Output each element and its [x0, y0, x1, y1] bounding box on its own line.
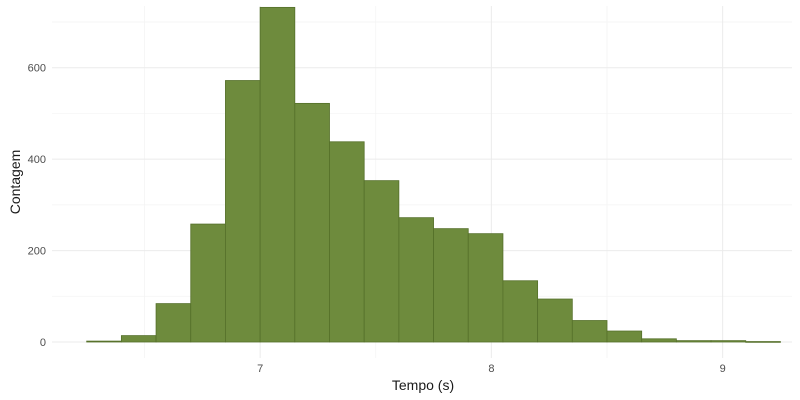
histogram-bar: [120, 335, 157, 343]
histogram-bar: [641, 338, 677, 343]
x-tick-label: 7: [257, 363, 263, 375]
histogram-bar: [363, 180, 400, 343]
histogram-bar: [571, 320, 608, 343]
x-tick-label: 8: [488, 363, 494, 375]
histogram-bar: [745, 341, 781, 343]
y-tick-label: 200: [28, 246, 46, 258]
histogram-bar: [259, 6, 296, 343]
histogram-bar: [86, 340, 122, 343]
y-tick-label: 0: [40, 337, 46, 349]
x-tick-label: 9: [720, 363, 726, 375]
histogram-bar: [433, 228, 469, 343]
y-axis-title: Contagem: [7, 150, 23, 215]
histogram-bar: [398, 217, 434, 343]
histogram-bars: [86, 6, 781, 343]
histogram-bar: [606, 330, 643, 343]
histogram-bar: [190, 223, 226, 343]
histogram-bar: [155, 303, 192, 343]
histogram-bar: [675, 340, 712, 343]
histogram-bar: [329, 141, 365, 343]
histogram-bar: [225, 80, 261, 343]
histogram-bar: [467, 233, 504, 343]
histogram-bar: [710, 340, 747, 343]
y-tick-label: 400: [28, 154, 46, 166]
histogram-bar: [294, 102, 330, 343]
x-axis-title: Tempo (s): [392, 377, 454, 393]
histogram-bar: [537, 298, 573, 343]
y-tick-label: 600: [28, 63, 46, 75]
tick-labels: 7 8 9 0 200 400 600: [28, 63, 726, 375]
histogram-bar: [502, 280, 539, 343]
